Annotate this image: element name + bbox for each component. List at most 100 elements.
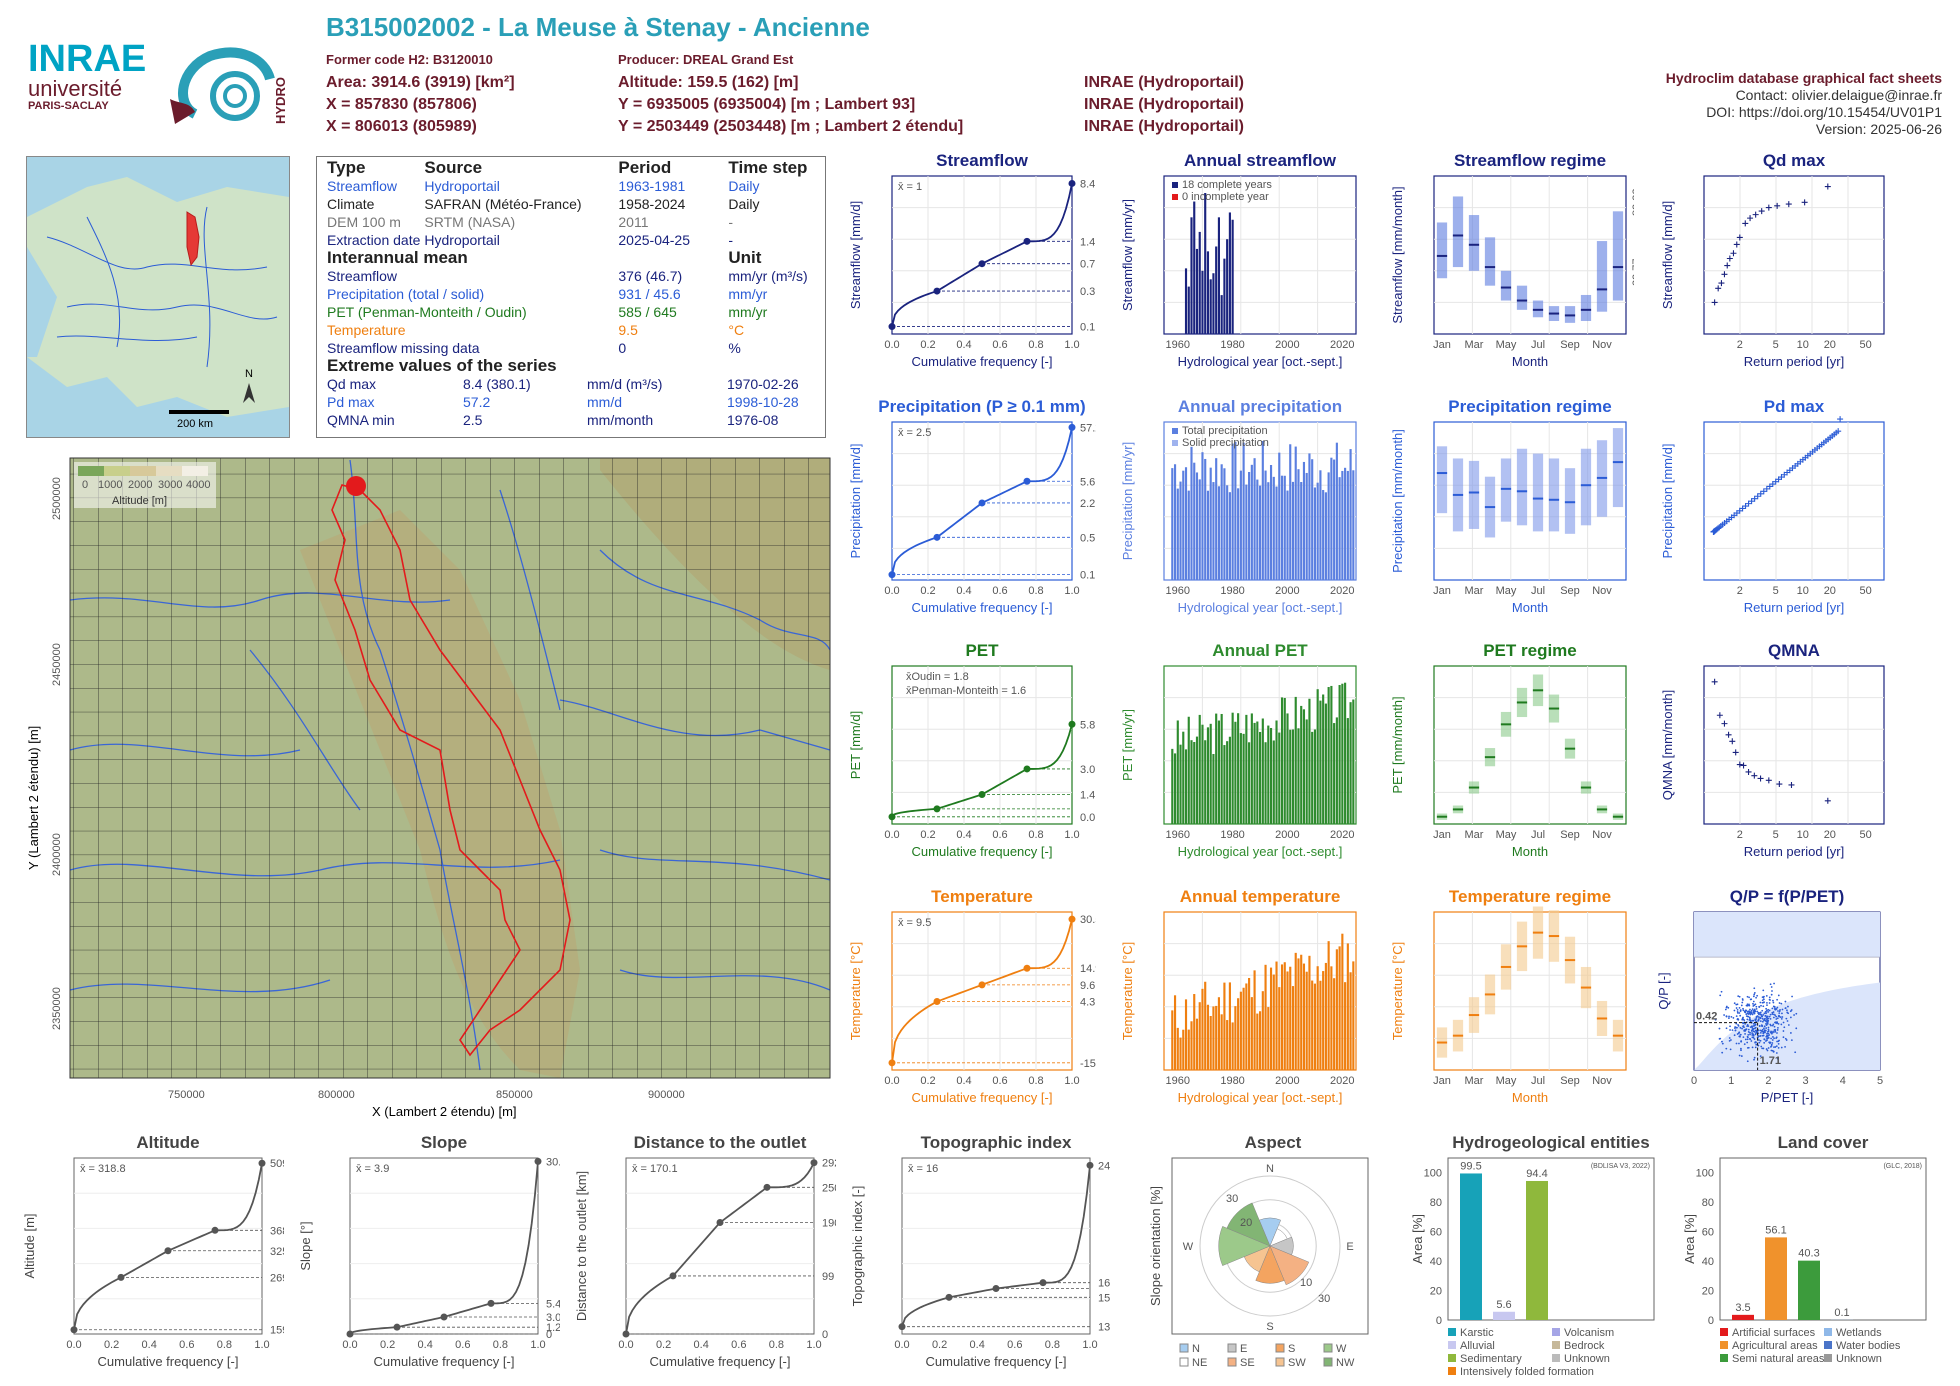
x-axis-label: Cumulative frequency [-]: [650, 1354, 791, 1369]
annual-bar: [1272, 974, 1275, 1070]
annual-bar: [1215, 713, 1218, 824]
mean-label: x̄ = 16: [908, 1163, 938, 1175]
annual-bar: [1215, 1005, 1218, 1070]
annual-bar: [1308, 698, 1311, 824]
qp-point: [1728, 1039, 1731, 1042]
right-tick: 5.8: [1080, 719, 1095, 731]
annual-bar: [1313, 983, 1316, 1070]
chart-streamflow_regime: Streamflow regime Month Streamflow [mm/mon…: [1390, 152, 1634, 369]
return-point: [1716, 712, 1723, 719]
y-tick: 100: [1696, 1168, 1714, 1180]
qp-point: [1759, 1017, 1762, 1020]
qp-point: [1729, 1025, 1731, 1028]
qp-point: [1761, 1015, 1763, 1018]
return-point: [1745, 768, 1752, 775]
qp-point: [1795, 1012, 1798, 1015]
qp-point: [1755, 1007, 1758, 1010]
qp-annot-x: 1.71: [1760, 1055, 1781, 1067]
qp-point: [1752, 1028, 1754, 1031]
annual-bar: [1228, 982, 1231, 1070]
annual-bar: [1217, 720, 1220, 824]
qp-point: [1762, 1005, 1765, 1008]
right-tick: 1.4: [1080, 236, 1095, 248]
annual-bar: [1250, 997, 1253, 1070]
chart-title: Precipitation (P ≥ 0.1 mm): [878, 398, 1085, 416]
chart-qp: Q/P = f(P/PET) 0.42 1.71 0 1 2 3 4 5 P/PET [-] Q/P…: [1656, 888, 1883, 1105]
chart-altitude: Altitude 509 368 325 269 159 0.0 0.2 0.4 0.6 0.8 1.…: [22, 1134, 284, 1369]
qp-point: [1776, 1021, 1779, 1024]
return-point: [1751, 772, 1758, 779]
y-axis-label: Temperature [°C]: [1120, 942, 1135, 1040]
qp-point: [1769, 1041, 1772, 1044]
annual-bar: [1184, 749, 1188, 824]
annual-bar: [1179, 481, 1182, 580]
qp-point: [1768, 1015, 1771, 1018]
qp-point: [1754, 1029, 1757, 1032]
x-tick: 4: [1840, 1075, 1846, 1087]
annual-bar: [1198, 1002, 1201, 1070]
quantile-point: [1023, 237, 1031, 245]
qp-point: [1776, 1032, 1778, 1034]
y-axis-label: Q/P [-]: [1656, 972, 1671, 1009]
qp-point: [1758, 1041, 1761, 1044]
annual-bar: [1253, 458, 1256, 580]
quantile-point: [622, 1330, 630, 1338]
aspect-sector: [1218, 1226, 1271, 1266]
x-tick: 10: [1797, 585, 1809, 597]
chart-title: Streamflow: [936, 152, 1028, 170]
annual-bar: [1311, 731, 1314, 824]
qp-point: [1770, 1024, 1772, 1027]
page-title: B315002002 - La Meuse à Stenay - Ancienn…: [326, 12, 870, 42]
legend-swatch: [1720, 1341, 1728, 1349]
bar-label: 40.3: [1798, 1248, 1819, 1260]
legend-label: NW: [1336, 1357, 1355, 1369]
right-tick: 0: [546, 1329, 552, 1341]
mean-label: x̄ = 2.5: [898, 427, 931, 439]
quantile-point: [393, 1323, 401, 1331]
x-tick: Mar: [1465, 585, 1484, 597]
annual-bar: [1223, 745, 1226, 824]
quantile-point: [763, 1183, 771, 1191]
chart-title: Qd max: [1763, 152, 1826, 170]
qp-point: [1757, 1035, 1760, 1037]
legend-label: S: [1288, 1343, 1295, 1355]
qp-point: [1791, 995, 1793, 998]
legend-label: N: [1192, 1343, 1200, 1355]
annual-bar: [1220, 1014, 1223, 1070]
altitude-value: Altitude: 159.5 (162) [m]: [618, 74, 799, 91]
annual-bar: [1291, 986, 1295, 1070]
qp-point: [1786, 1020, 1789, 1022]
qp-point: [1777, 1046, 1780, 1049]
qp-point: [1747, 1028, 1750, 1031]
x-axis-label: Month: [1512, 1090, 1548, 1105]
return-point: [1824, 183, 1831, 190]
x-tick: 50: [1860, 585, 1872, 597]
qp-point: [1772, 1001, 1775, 1004]
right-tick: 3.0: [1080, 764, 1095, 776]
qp-point: [1772, 1050, 1775, 1053]
annual-bar: [1346, 718, 1349, 824]
legend-swatch: [1824, 1341, 1832, 1349]
annual-bar: [1283, 697, 1286, 824]
qp-point: [1755, 1032, 1757, 1035]
annual-bar: [1278, 732, 1281, 824]
y-axis-label: Slope [°]: [298, 1221, 313, 1270]
annual-bar: [1278, 987, 1281, 1070]
x-tick: 0.8: [1028, 585, 1043, 597]
chart-distance: Distance to the outlet 292 250 190 99 0 0.0 0.2…: [574, 1134, 836, 1369]
annual-bar: [1278, 452, 1281, 580]
qp-point: [1787, 1012, 1790, 1015]
return-point: [1747, 215, 1754, 222]
qp-point: [1746, 1038, 1749, 1041]
qp-point: [1746, 1003, 1749, 1006]
annual-bar: [1193, 462, 1196, 580]
qp-point: [1778, 1002, 1781, 1004]
annual-bar: [1341, 933, 1344, 1070]
annual-bar: [1333, 723, 1336, 824]
annual-bar: [1283, 962, 1286, 1070]
annual-bar: [1176, 488, 1179, 580]
chart-title: Hydrogeological entities: [1452, 1134, 1649, 1152]
y-axis-label: Distance to the outlet [km]: [574, 1171, 589, 1321]
return-point: [1729, 738, 1736, 745]
version: Version: 2025-06-26: [1815, 121, 1942, 137]
